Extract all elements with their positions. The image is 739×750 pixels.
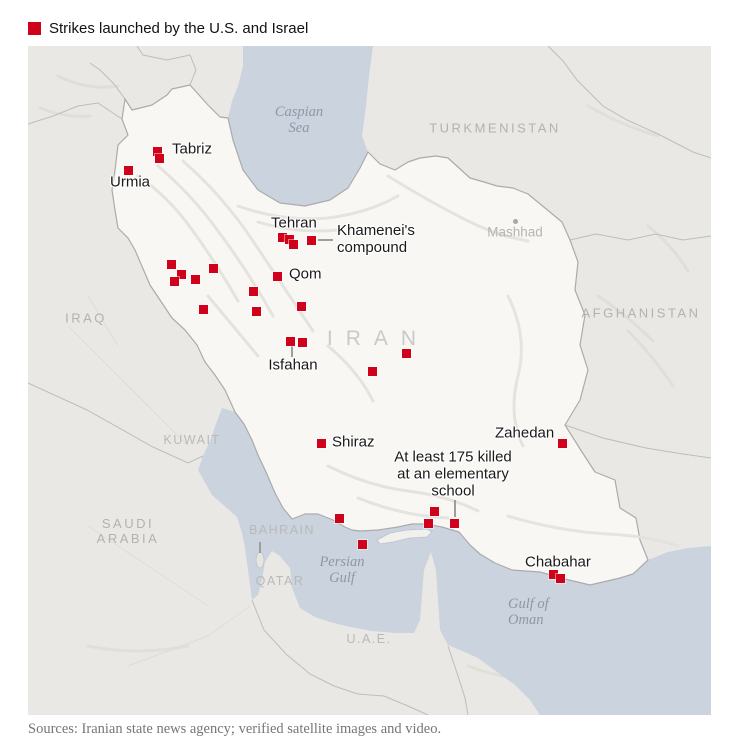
strike-marker	[423, 518, 433, 528]
label-tabriz: Tabriz	[172, 140, 213, 158]
label-saudi-arabia: SAUDI ARABIA	[96, 516, 160, 546]
strike-marker	[166, 259, 176, 269]
strike-marker	[296, 301, 306, 311]
strike-marker	[548, 569, 558, 579]
leader-line	[318, 239, 333, 241]
strike-marker	[288, 239, 298, 249]
label-isfahan: Isfahan	[268, 356, 318, 374]
basemap	[28, 46, 711, 715]
annotation-school: At least 175 killed at an elementary schoo…	[394, 448, 512, 500]
label-turkmenistan: TURKMENISTAN	[429, 120, 561, 136]
strike-marker	[123, 165, 133, 175]
legend: Strikes launched by the U.S. and Israel	[28, 20, 308, 37]
strike-marker	[248, 286, 258, 296]
strike-marker	[284, 234, 294, 244]
label-bahrain: BAHRAIN	[248, 523, 316, 537]
legend-label: Strikes launched by the U.S. and Israel	[49, 20, 309, 37]
strike-marker	[277, 232, 287, 242]
label-persian-gulf: Persian Gulf	[319, 554, 365, 586]
label-uae: U.A.E.	[346, 632, 392, 646]
label-tehran: Tehran	[271, 214, 317, 232]
label-chabahar: Chabahar	[525, 553, 591, 571]
label-iraq: IRAQ	[65, 310, 107, 326]
strike-marker	[449, 518, 459, 528]
strike-marker	[176, 269, 186, 279]
label-zahedan: Zahedan	[495, 424, 555, 442]
strike-marker	[297, 337, 307, 347]
city-dot	[512, 218, 518, 224]
strike-marker	[251, 306, 261, 316]
label-qom: Qom	[289, 265, 322, 283]
strike-marker	[401, 348, 411, 358]
strike-marker	[169, 276, 179, 286]
strike-marker	[316, 438, 326, 448]
strike-marker	[152, 146, 162, 156]
strike-marker	[557, 438, 567, 448]
strike-marker	[198, 304, 208, 314]
iran-strikes-map: Tabriz Urmia Tehran Qom Isfahan Shiraz Zahedan…	[28, 46, 711, 715]
label-iran: IRAN	[326, 327, 430, 350]
strike-legend-marker-icon	[28, 22, 41, 35]
strike-marker	[272, 271, 282, 281]
label-shiraz: Shiraz	[332, 433, 375, 451]
strike-marker	[334, 513, 344, 523]
strike-marker	[154, 153, 164, 163]
strike-marker	[285, 336, 295, 346]
label-kuwait: KUWAIT	[163, 433, 221, 447]
strike-marker	[555, 573, 565, 583]
strike-marker	[357, 539, 367, 549]
leader-line	[259, 542, 261, 553]
label-qatar: QATAR	[255, 574, 305, 588]
annotation-khamenei-compound: Khamenei's compound	[337, 222, 415, 256]
label-mashhad: Mashhad	[487, 224, 543, 240]
strike-marker	[429, 506, 439, 516]
label-afghanistan: AFGHANISTAN	[581, 305, 701, 321]
leader-line	[291, 346, 293, 357]
label-urmia: Urmia	[110, 173, 150, 191]
source-attribution: Sources: Iranian state news agency; veri…	[28, 721, 442, 737]
label-gulf-of-oman: Gulf of Oman	[508, 596, 549, 628]
strike-marker	[208, 263, 218, 273]
label-caspian-sea: Caspian Sea	[274, 104, 324, 136]
leader-line	[454, 500, 456, 517]
strike-marker	[306, 235, 316, 245]
strike-marker	[367, 366, 377, 376]
strike-marker	[190, 274, 200, 284]
